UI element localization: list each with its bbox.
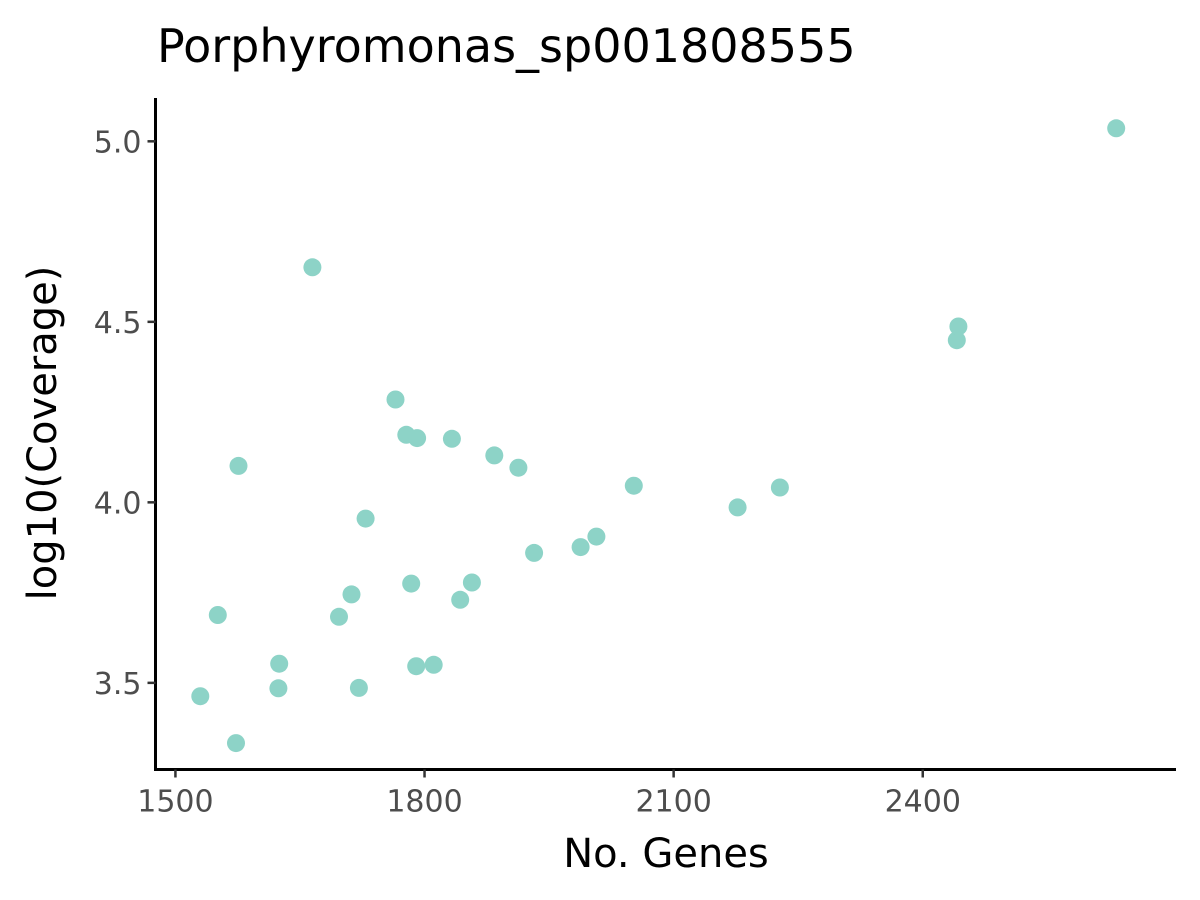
data-point [442, 429, 461, 448]
data-point [728, 498, 747, 517]
data-point [509, 458, 528, 477]
data-point [342, 585, 361, 604]
data-point [408, 429, 427, 448]
data-point [402, 574, 421, 593]
y-tick-label: 4.0 [94, 486, 142, 521]
data-point [949, 317, 968, 336]
data-point [624, 476, 643, 495]
x-axis-title: No. Genes [563, 831, 769, 877]
data-point [525, 543, 544, 562]
data-point [407, 657, 426, 676]
data-point [330, 607, 348, 626]
data-point [191, 687, 210, 706]
data-point [349, 678, 368, 697]
data-point [451, 590, 470, 609]
data-point [227, 734, 245, 753]
data-point [571, 538, 590, 557]
chart-title: Porphyromonas_sp001808555 [157, 19, 856, 73]
y-tick-label: 5.0 [94, 125, 142, 160]
x-axis-ticks: 1500 1800 2100 2400 [137, 769, 961, 820]
x-tick-label: 2100 [635, 785, 711, 820]
x-tick-label: 1500 [137, 785, 213, 820]
data-point [356, 509, 375, 528]
y-tick-label: 3.5 [94, 667, 142, 702]
y-tick-label: 4.5 [94, 306, 142, 341]
data-point [386, 390, 405, 409]
data-point [587, 527, 606, 546]
data-point [270, 654, 289, 673]
data-point [485, 446, 504, 465]
y-axis-ticks: 3.5 4.0 4.5 5.0 [94, 125, 156, 702]
y-axis-title: log10(Coverage) [20, 266, 66, 601]
data-points [191, 119, 1126, 753]
data-point [462, 573, 481, 592]
data-point [1107, 119, 1126, 138]
x-tick-label: 1800 [386, 785, 462, 820]
data-point [229, 456, 248, 475]
data-point [947, 331, 966, 350]
data-point [208, 606, 227, 624]
x-tick-label: 2400 [885, 785, 961, 820]
data-point [770, 478, 789, 497]
data-point [424, 655, 443, 674]
data-point [269, 679, 288, 698]
data-point [303, 258, 322, 277]
